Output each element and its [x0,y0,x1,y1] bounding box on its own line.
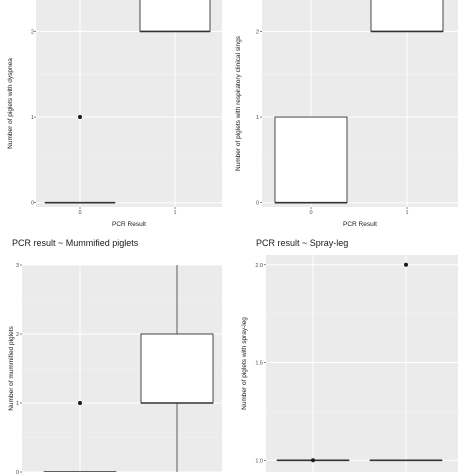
y-axis-label: Number of piglets with dyspnea [7,58,14,149]
y-axis-label: Number of piglets with spray-leg [241,317,248,410]
y-tick-label: 3 [16,263,19,269]
y-tick-label: 2 [16,332,19,338]
y-tick-label: 0 [256,201,259,207]
y-tick-label: 2 [256,29,259,35]
chart-panel-4: 1.0 1.5 2.0 Number of piglets with spray-le… [241,238,458,472]
box-1 [139,0,211,32]
chart-panel-1: 0 1 2 0 1 PCR Result Number of piglets with dy… [7,0,222,228]
outlier-point [311,458,315,463]
y-tick-label: 0 [16,470,19,474]
box-1 [140,333,214,404]
y-tick-label: 0 [31,201,34,207]
y-tick-label: 1.5 [255,361,263,367]
plot-area [36,0,222,207]
outlier-point [78,401,82,405]
x-tick-label: 1 [173,210,176,216]
chart-panel-3: 0 1 2 3 Number of mummified piglets PCR resul… [8,238,222,474]
y-tick-label: 1.0 [255,458,263,464]
box-0 [274,116,348,204]
plot-area [266,255,458,472]
y-axis-label: Number of piglets with respiratory clini… [235,35,242,171]
x-axis-label: PCR Result [343,221,377,228]
x-tick-label: 0 [309,210,312,216]
y-tick-label: 1 [31,115,34,121]
y-tick-label: 1 [256,115,259,121]
chart-panel-2: 0 1 2 0 1 PCR Result Number of piglets with re… [235,0,458,228]
x-axis-label: PCR Result [112,221,146,228]
x-tick-label: 1 [405,210,408,216]
x-tick-label: 0 [78,210,81,216]
chart-title: PCR result ~ Mummified piglets [12,238,139,248]
y-tick-label: 2 [31,29,34,35]
y-axis-label: Number of mummified piglets [8,325,15,410]
plot-area [22,265,222,472]
box-1 [370,0,444,32]
y-tick-label: 2.0 [255,263,263,269]
outlier-point [404,262,408,267]
plot-background [36,0,222,207]
plot-background [266,255,458,472]
outlier-point [78,115,82,120]
chart-title: PCR result ~ Spray-leg [256,238,348,248]
y-tick-label: 1 [16,401,19,407]
plot-area [262,0,458,207]
